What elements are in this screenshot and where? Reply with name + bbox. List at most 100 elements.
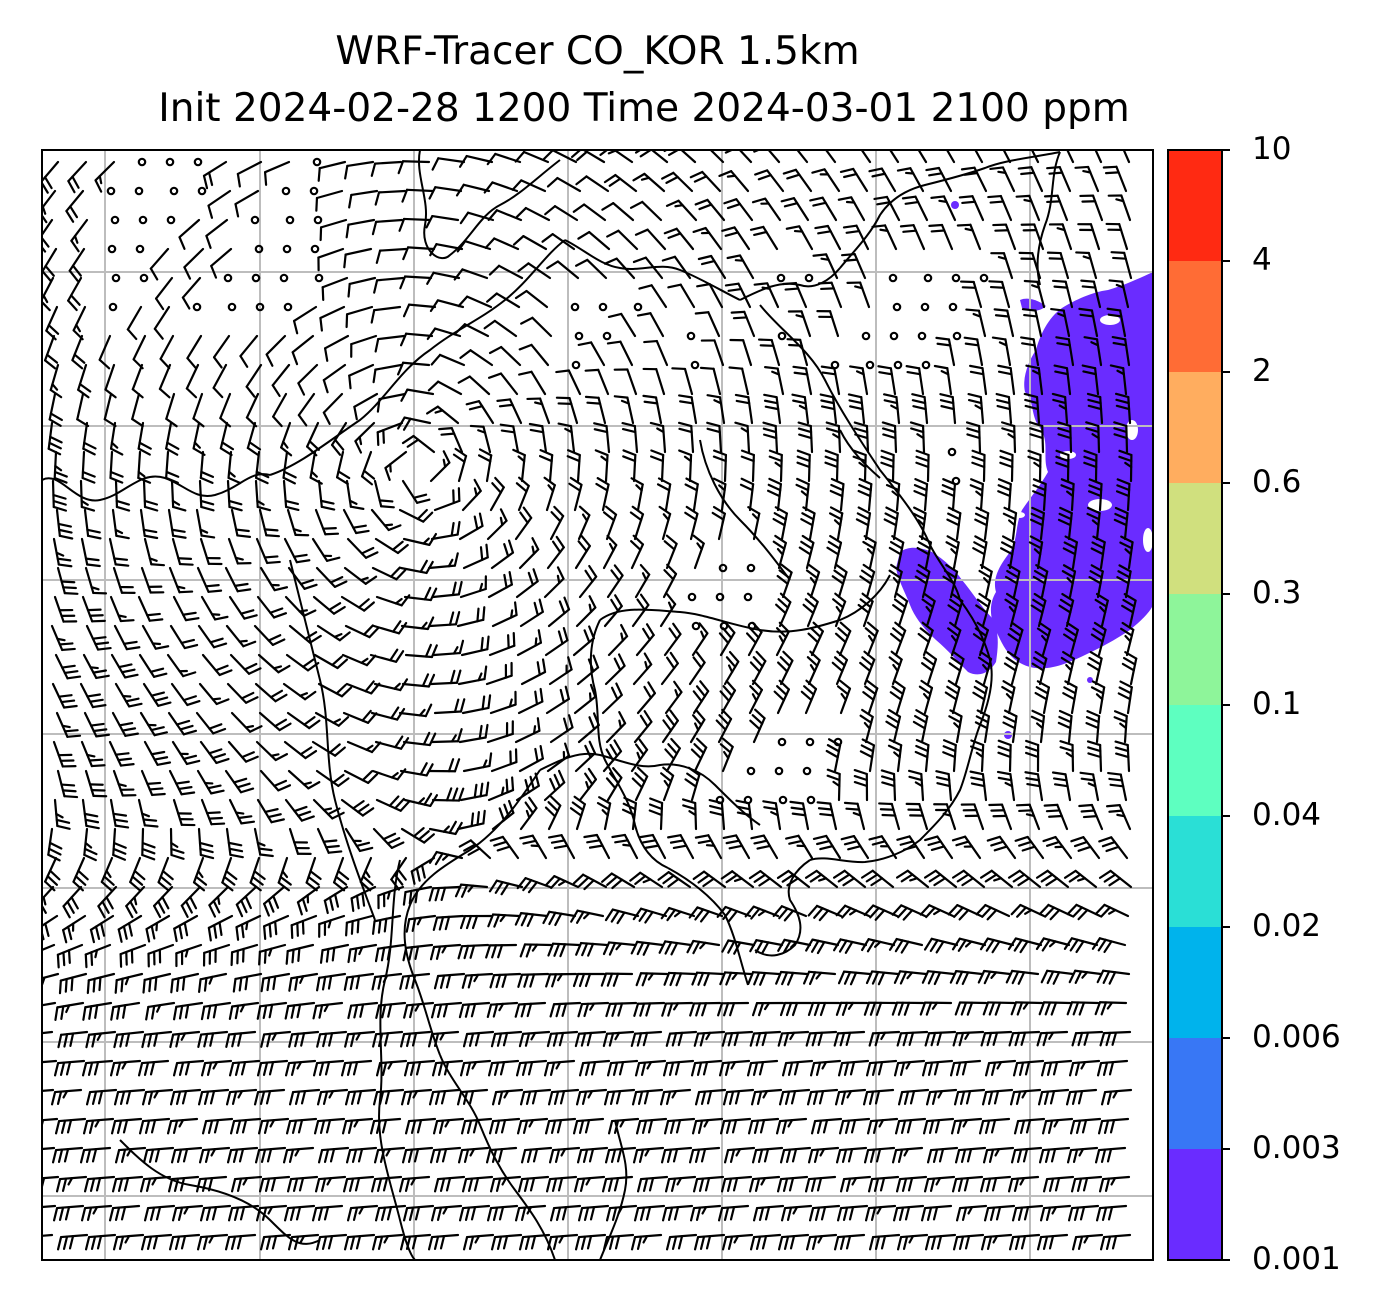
calm-wind-markers [106, 157, 989, 805]
wind-barb [1024, 739, 1040, 773]
wind-barb [197, 624, 228, 649]
wind-barb [1004, 564, 1021, 599]
wind-barb [686, 939, 721, 955]
wind-barb [632, 652, 653, 686]
wind-barb [496, 398, 523, 425]
wind-barb [100, 856, 115, 892]
wind-barb [548, 1146, 581, 1164]
wind-barb [622, 449, 637, 483]
wind-barb [928, 223, 954, 251]
calm-marker [715, 592, 725, 602]
wind-barb [226, 479, 243, 512]
wind-barb [980, 1030, 1013, 1047]
wind-barb [689, 170, 722, 193]
wind-barb [70, 218, 89, 253]
wind-barb [892, 592, 909, 628]
wind-barb [520, 658, 547, 686]
wind-barb [853, 421, 870, 454]
wind-barb [457, 665, 488, 686]
wind-barb [374, 334, 406, 353]
calm-marker [281, 186, 291, 196]
wind-barb [53, 798, 71, 830]
wind-barb [643, 339, 669, 367]
wind-barb [862, 1088, 895, 1106]
wind-barb [621, 421, 639, 454]
wind-barb [1018, 251, 1042, 280]
wind-barb [373, 1146, 406, 1164]
wind-barb [630, 1233, 663, 1251]
wind-barb [426, 405, 460, 425]
wind-barb [577, 1001, 610, 1018]
wind-barb [1068, 1059, 1101, 1077]
wind-barb [47, 421, 63, 456]
wind-barb [954, 1001, 988, 1016]
wind-barb [284, 1059, 317, 1077]
wind-barb [602, 739, 623, 773]
wind-barb [831, 563, 848, 599]
wind-barb [963, 336, 984, 367]
wind-barb [796, 150, 809, 164]
wind-barb [949, 1059, 982, 1077]
wind-barb [545, 1175, 578, 1193]
wind-barb [292, 305, 318, 335]
wind-barb [372, 827, 405, 849]
wind-barb [427, 758, 461, 773]
colorbar-tick-label: 0.3 [1252, 575, 1302, 611]
wind-barb [110, 1117, 143, 1135]
wind-barb [346, 537, 379, 559]
wind-barb [832, 869, 867, 889]
wind-barb [955, 1204, 988, 1222]
wind-barb [225, 624, 257, 648]
wind-barb [681, 798, 698, 831]
wind-barb [288, 624, 322, 644]
wind-barb [499, 423, 520, 454]
wind-barb [538, 448, 554, 483]
wind-barb [428, 1088, 461, 1106]
wind-barb [430, 728, 463, 744]
wind-barb [426, 327, 462, 341]
colorbar-segment [1168, 261, 1222, 373]
wind-barb [147, 943, 175, 968]
wind-barb [253, 1088, 286, 1106]
wind-barb [519, 1088, 552, 1106]
wind-barb [712, 449, 728, 483]
wind-barb [516, 1117, 549, 1135]
wind-barb [343, 972, 375, 991]
wind-barb [868, 835, 898, 860]
wind-barb [312, 1001, 344, 1020]
wind-barb [518, 745, 544, 773]
wind-barb [832, 592, 847, 628]
wind-barb [259, 769, 292, 792]
wind-barb [314, 711, 350, 727]
calm-marker [285, 215, 295, 225]
wind-barb [1115, 478, 1131, 512]
wind-barb [459, 781, 490, 802]
wind-barb [1034, 680, 1050, 715]
wind-barb [749, 1030, 782, 1047]
wind-barb [258, 508, 281, 538]
wind-barb [863, 1146, 896, 1164]
wind-barb [514, 1001, 547, 1018]
wind-barb [1002, 506, 1018, 541]
wind-barb [807, 1146, 840, 1164]
wind-barb [1105, 222, 1129, 251]
wind-barb [632, 1146, 665, 1164]
wind-barb [951, 937, 987, 952]
wind-barb [880, 449, 895, 483]
wind-barb [939, 393, 957, 425]
calm-marker [193, 157, 203, 167]
wind-barb [399, 762, 434, 777]
wind-barb [371, 914, 402, 935]
calm-marker [776, 273, 786, 283]
wind-barb [596, 796, 612, 831]
wind-barb [515, 772, 540, 802]
wind-barb [948, 709, 963, 744]
wind-barb [548, 656, 573, 686]
wind-barb [454, 323, 490, 338]
wind-barb [834, 621, 852, 657]
wind-barb [227, 740, 259, 763]
calm-marker [139, 273, 149, 283]
wind-barb [399, 1030, 432, 1048]
wind-barb [739, 477, 755, 512]
wind-barb [633, 1001, 666, 1017]
